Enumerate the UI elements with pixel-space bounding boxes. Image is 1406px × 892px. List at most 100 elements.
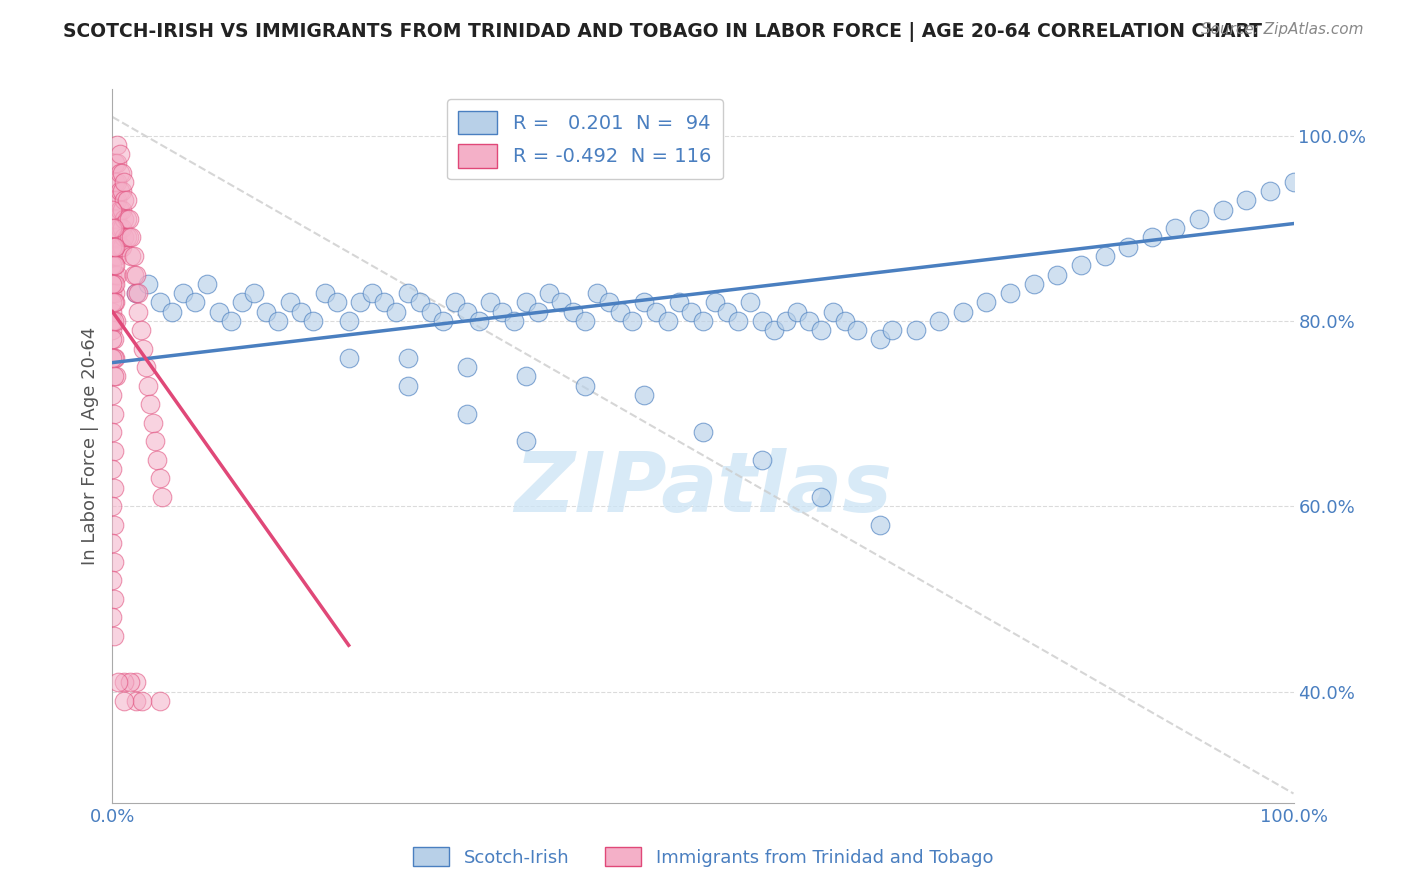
Y-axis label: In Labor Force | Age 20-64: In Labor Force | Age 20-64	[80, 326, 98, 566]
Point	[349, 295, 371, 310]
Point	[101, 249, 124, 263]
Point	[115, 230, 138, 244]
Point	[904, 323, 927, 337]
Point	[562, 304, 585, 318]
Point	[108, 240, 131, 254]
Point	[139, 397, 162, 411]
Point	[692, 314, 714, 328]
Point	[115, 194, 138, 208]
Point	[1188, 211, 1211, 226]
Point	[103, 591, 125, 606]
Point	[1234, 194, 1257, 208]
Point	[633, 388, 655, 402]
Point	[408, 295, 430, 310]
Point	[108, 202, 131, 217]
Point	[105, 268, 128, 282]
Point	[644, 304, 666, 318]
Point	[515, 434, 537, 449]
Point	[740, 295, 762, 310]
Point	[751, 453, 773, 467]
Point	[103, 351, 125, 365]
Point	[103, 629, 125, 643]
Point	[103, 443, 125, 458]
Point	[105, 369, 128, 384]
Point	[142, 416, 165, 430]
Point	[219, 314, 242, 328]
Point	[149, 295, 172, 310]
Point	[118, 211, 141, 226]
Point	[105, 175, 128, 189]
Point	[103, 221, 125, 235]
Point	[1022, 277, 1045, 291]
Point	[243, 286, 266, 301]
Point	[668, 295, 690, 310]
Point	[111, 221, 134, 235]
Point	[657, 314, 679, 328]
Point	[396, 351, 419, 365]
Point	[337, 351, 360, 365]
Point	[420, 304, 443, 318]
Point	[633, 295, 655, 310]
Point	[105, 249, 128, 263]
Point	[101, 500, 124, 514]
Point	[810, 490, 832, 504]
Point	[103, 277, 125, 291]
Point	[112, 194, 135, 208]
Point	[101, 277, 124, 291]
Point	[621, 314, 644, 328]
Point	[998, 286, 1021, 301]
Point	[385, 304, 408, 318]
Point	[101, 194, 124, 208]
Point	[125, 286, 148, 301]
Point	[479, 295, 502, 310]
Point	[290, 304, 312, 318]
Point	[1258, 184, 1281, 198]
Point	[108, 184, 131, 198]
Point	[101, 462, 124, 476]
Legend: R =   0.201  N =  94, R = -0.492  N = 116: R = 0.201 N = 94, R = -0.492 N = 116	[447, 99, 723, 179]
Point	[821, 304, 844, 318]
Point	[135, 360, 157, 375]
Point	[101, 295, 124, 310]
Point	[172, 286, 194, 301]
Point	[101, 286, 124, 301]
Point	[396, 378, 419, 392]
Point	[150, 490, 173, 504]
Point	[112, 230, 135, 244]
Point	[120, 230, 142, 244]
Point	[120, 675, 142, 690]
Point	[112, 175, 135, 189]
Point	[598, 295, 620, 310]
Point	[775, 314, 797, 328]
Point	[104, 194, 127, 208]
Point	[101, 221, 124, 235]
Point	[1094, 249, 1116, 263]
Point	[267, 314, 290, 328]
Point	[101, 323, 124, 337]
Point	[101, 351, 124, 365]
Point	[104, 351, 127, 365]
Point	[101, 314, 124, 328]
Point	[125, 694, 148, 708]
Point	[101, 211, 124, 226]
Point	[122, 268, 145, 282]
Point	[101, 425, 124, 439]
Point	[103, 240, 125, 254]
Point	[125, 675, 148, 690]
Point	[104, 211, 127, 226]
Point	[810, 323, 832, 337]
Point	[103, 369, 125, 384]
Point	[456, 304, 478, 318]
Point	[104, 268, 127, 282]
Point	[103, 517, 125, 532]
Point	[127, 304, 149, 318]
Point	[125, 268, 148, 282]
Point	[112, 211, 135, 226]
Point	[762, 323, 785, 337]
Text: ZIPatlas: ZIPatlas	[515, 449, 891, 529]
Point	[799, 314, 821, 328]
Point	[751, 314, 773, 328]
Point	[456, 360, 478, 375]
Point	[101, 304, 124, 318]
Point	[101, 610, 124, 624]
